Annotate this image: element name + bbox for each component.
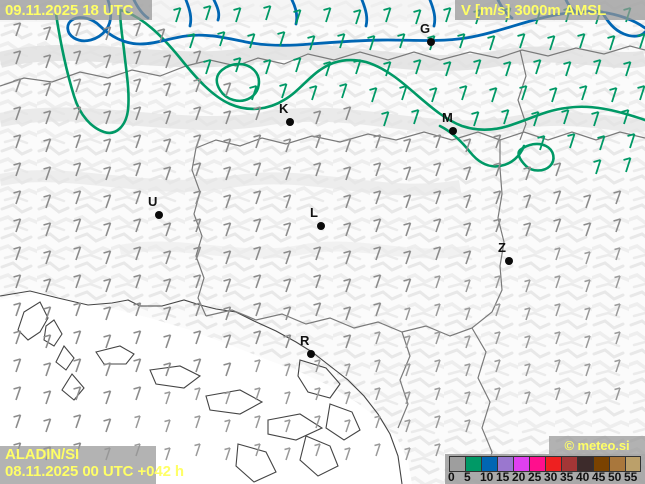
colorbar-tick-45: 45 (592, 470, 606, 484)
colorbar-tick-15: 15 (496, 470, 510, 484)
colorbar-swatch-55 (625, 456, 641, 472)
field-title-text: V [m/s] 3000m AMSL (461, 1, 607, 19)
model-run-text: 08.11.2025 00 UTC +042 h (5, 463, 184, 480)
colorbar-tick-10: 10 (480, 470, 494, 484)
colorbar-swatch-5 (465, 456, 481, 472)
colorbar-tick-50: 50 (608, 470, 622, 484)
colorbar-swatches (449, 456, 641, 472)
colorbar-tick-30: 30 (544, 470, 558, 484)
colorbar-swatch-0 (449, 456, 465, 472)
colorbar-tick-40: 40 (576, 470, 590, 484)
copyright-banner[interactable]: © meteo.si (549, 436, 645, 454)
colorbar-tick-25: 25 (528, 470, 542, 484)
wind-speed-colorbar[interactable]: 0 5 10 15 20 25 30 35 40 45 50 55 (445, 454, 645, 484)
city-dot-icon (155, 211, 163, 219)
valid-time-banner: 09.11.2025 18 UTC (0, 0, 152, 20)
colorbar-swatch-25 (529, 456, 545, 472)
colorbar-swatch-30 (545, 456, 561, 472)
national-borders-layer (0, 45, 645, 479)
colorbar-swatch-50 (609, 456, 625, 472)
colorbar-tick-20: 20 (512, 470, 526, 484)
colorbar-tick-5: 5 (464, 470, 471, 484)
city-dot-icon (427, 38, 435, 46)
colorbar-swatch-15 (497, 456, 513, 472)
colorbar-tick-35: 35 (560, 470, 574, 484)
sea-layer (0, 292, 412, 484)
colorbar-tick-0: 0 (448, 470, 455, 484)
model-run-banner: ALADIN/SI 08.11.2025 00 UTC +042 h (0, 446, 184, 484)
city-label-maribor: M (442, 110, 453, 125)
city-label-rijeka: R (300, 333, 310, 348)
city-label-zagreb: Z (498, 240, 506, 255)
copyright-text: © meteo.si (564, 437, 630, 453)
colorbar-swatch-40 (577, 456, 593, 472)
city-dot-icon (286, 118, 294, 126)
city-label-klagenfurt: K (279, 101, 289, 116)
colorbar-swatch-10 (481, 456, 497, 472)
city-dot-icon (505, 257, 513, 265)
model-name-text: ALADIN/SI (5, 446, 80, 463)
city-dot-icon (317, 222, 325, 230)
city-dot-icon (307, 350, 315, 358)
colorbar-tick-55: 55 (624, 470, 638, 484)
colorbar-swatch-35 (561, 456, 577, 472)
city-label-udine: U (148, 194, 158, 209)
city-dot-icon (449, 127, 457, 135)
city-label-ljubljana: L (310, 205, 318, 220)
colorbar-swatch-20 (513, 456, 529, 472)
valid-time-text: 09.11.2025 18 UTC (5, 1, 134, 19)
colorbar-swatch-45 (593, 456, 609, 472)
field-title-banner: V [m/s] 3000m AMSL (455, 0, 645, 20)
colorbar-tick-labels: 0 5 10 15 20 25 30 35 40 45 50 55 (445, 471, 645, 484)
city-label-graz: G (420, 21, 431, 36)
